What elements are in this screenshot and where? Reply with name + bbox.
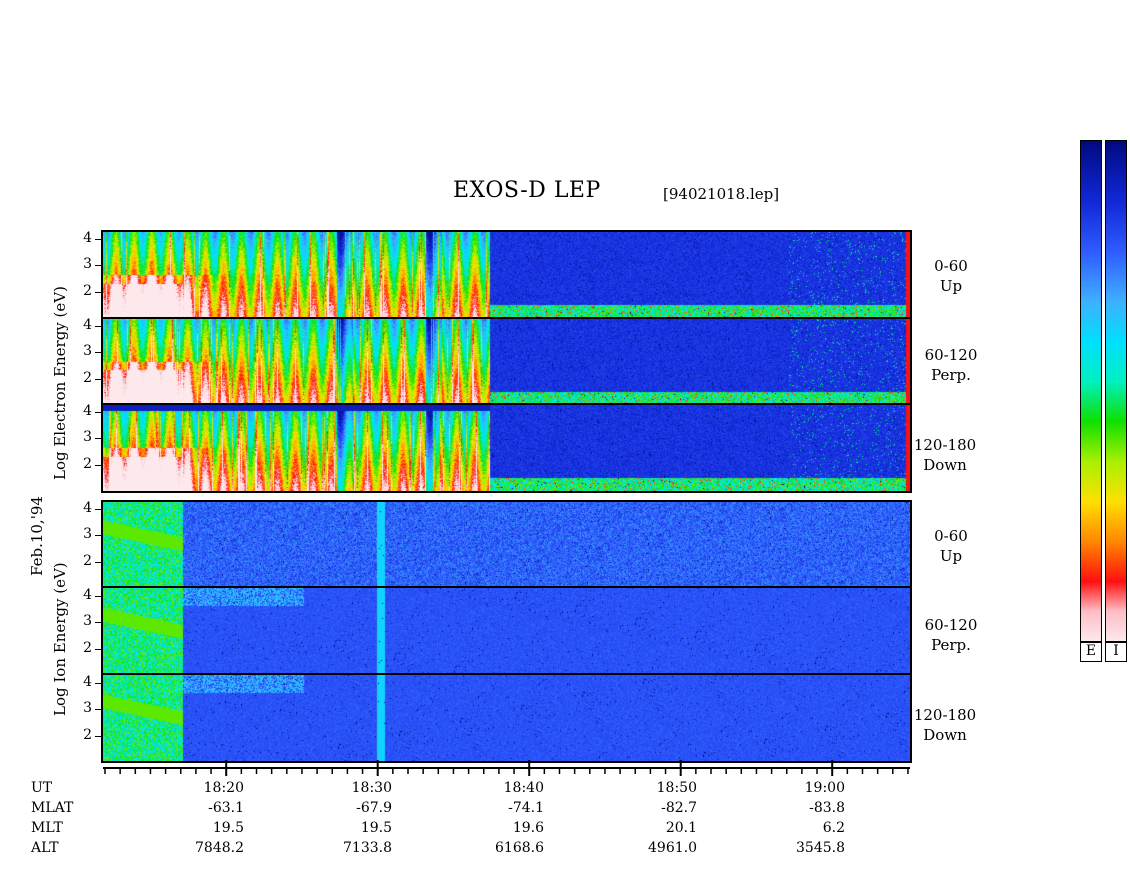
row-value-mlat: -82.7 xyxy=(661,800,697,816)
row-value-ut: 18:30 xyxy=(351,780,392,796)
row-value-ut: 18:40 xyxy=(503,780,544,796)
y-tick xyxy=(95,561,101,563)
y-tick xyxy=(95,622,101,624)
y-tick-label: 2 xyxy=(83,552,92,569)
row-value-alt: 4961.0 xyxy=(648,840,697,856)
row-label-ut: UT xyxy=(31,780,53,796)
y-tick-label: 3 xyxy=(83,429,92,446)
y-tick-label: 2 xyxy=(83,369,92,386)
row-value-mlt: 19.5 xyxy=(360,820,392,836)
y-tick-label: 2 xyxy=(83,282,92,299)
row-value-mlt: 19.6 xyxy=(512,820,544,836)
row-value-mlt: 6.2 xyxy=(822,820,845,836)
y-tick-label: 3 xyxy=(83,343,92,360)
band-label-ion-perp: 60-120 Perp. xyxy=(912,615,990,655)
band-label-ion-up: 0-60 Up xyxy=(912,526,990,566)
y-tick xyxy=(95,709,101,711)
band-range: 120-180 xyxy=(913,706,977,724)
y-tick xyxy=(95,682,101,684)
y-tick xyxy=(95,595,101,597)
electron-ylabel: Log Electron Energy (eV) xyxy=(51,286,69,480)
band-range: 0-60 xyxy=(934,257,968,275)
y-tick xyxy=(95,648,101,650)
band-label-electron-up: 0-60 Up xyxy=(912,256,990,296)
y-tick-label: 2 xyxy=(83,639,92,656)
ion-colorbar xyxy=(1105,140,1127,642)
electron-down-spectrogram xyxy=(102,404,910,491)
panel-separator xyxy=(101,586,912,588)
row-value-mlat: -83.8 xyxy=(809,800,845,816)
y-tick xyxy=(95,265,101,267)
row-value-ut: 18:20 xyxy=(203,780,244,796)
y-tick-label: 4 xyxy=(83,316,92,333)
row-value-ut: 19:00 xyxy=(804,780,845,796)
y-tick-label: 4 xyxy=(83,673,92,690)
band-range: 120-180 xyxy=(913,436,977,454)
ion-down-spectrogram xyxy=(102,675,910,761)
row-value-ut: 18:50 xyxy=(656,780,697,796)
band-direction: Up xyxy=(939,277,963,295)
chart-title: EXOS-D LEP xyxy=(453,178,601,203)
y-tick xyxy=(95,535,101,537)
y-tick-label: 3 xyxy=(83,256,92,273)
file-name: [94021018.lep] xyxy=(663,185,780,203)
band-direction: Perp. xyxy=(931,366,971,384)
electron-up-spectrogram xyxy=(102,231,910,318)
electron-colorbar xyxy=(1080,140,1102,642)
y-tick-label: 2 xyxy=(83,726,92,743)
row-value-alt: 7133.8 xyxy=(343,840,392,856)
electron-perp-spectrogram xyxy=(102,318,910,404)
band-direction: Up xyxy=(939,547,963,565)
y-tick xyxy=(95,325,101,327)
date-label: Feb.10,'94 xyxy=(28,496,46,576)
y-tick xyxy=(95,352,101,354)
y-tick xyxy=(95,291,101,293)
row-label-mlt: MLT xyxy=(31,820,63,836)
ion-ylabel: Log Ion Energy (eV) xyxy=(51,562,69,716)
time-axis xyxy=(103,760,910,776)
y-tick xyxy=(95,735,101,737)
row-value-alt: 6168.6 xyxy=(495,840,544,856)
band-direction: Down xyxy=(923,726,967,744)
y-tick-label: 4 xyxy=(83,499,92,516)
y-tick-label: 3 xyxy=(83,526,92,543)
band-label-electron-down: 120-180 Down xyxy=(906,435,984,475)
band-direction: Perp. xyxy=(931,636,971,654)
row-label-alt: ALT xyxy=(31,840,59,856)
row-value-mlat: -74.1 xyxy=(508,800,544,816)
band-range: 60-120 xyxy=(924,346,978,364)
y-tick-label: 4 xyxy=(83,586,92,603)
band-range: 0-60 xyxy=(934,527,968,545)
row-value-mlt: 19.5 xyxy=(212,820,244,836)
y-tick xyxy=(95,438,101,440)
ion-colorbar-label: I xyxy=(1105,642,1127,662)
panel-separator xyxy=(101,673,912,675)
electron-colorbar-label: E xyxy=(1080,642,1102,662)
row-value-mlt: 20.1 xyxy=(665,820,697,836)
y-tick-label: 3 xyxy=(83,700,92,717)
y-tick xyxy=(95,508,101,510)
band-direction: Down xyxy=(923,456,967,474)
row-value-mlat: -63.1 xyxy=(208,800,244,816)
y-tick xyxy=(95,464,101,466)
y-tick xyxy=(95,238,101,240)
y-tick-label: 3 xyxy=(83,613,92,630)
y-tick xyxy=(95,411,101,413)
panel-separator xyxy=(101,403,912,405)
panel-separator xyxy=(101,317,912,319)
row-value-mlat: -67.9 xyxy=(356,800,392,816)
band-label-ion-down: 120-180 Down xyxy=(906,705,984,745)
y-tick-label: 4 xyxy=(83,229,92,246)
band-label-electron-perp: 60-120 Perp. xyxy=(912,345,990,385)
row-value-alt: 7848.2 xyxy=(195,840,244,856)
y-tick xyxy=(95,378,101,380)
y-tick-label: 2 xyxy=(83,455,92,472)
band-range: 60-120 xyxy=(924,616,978,634)
ion-up-spectrogram xyxy=(102,501,910,587)
ion-perp-spectrogram xyxy=(102,588,910,675)
row-label-mlat: MLAT xyxy=(31,800,74,816)
row-value-alt: 3545.8 xyxy=(796,840,845,856)
y-tick-label: 4 xyxy=(83,402,92,419)
